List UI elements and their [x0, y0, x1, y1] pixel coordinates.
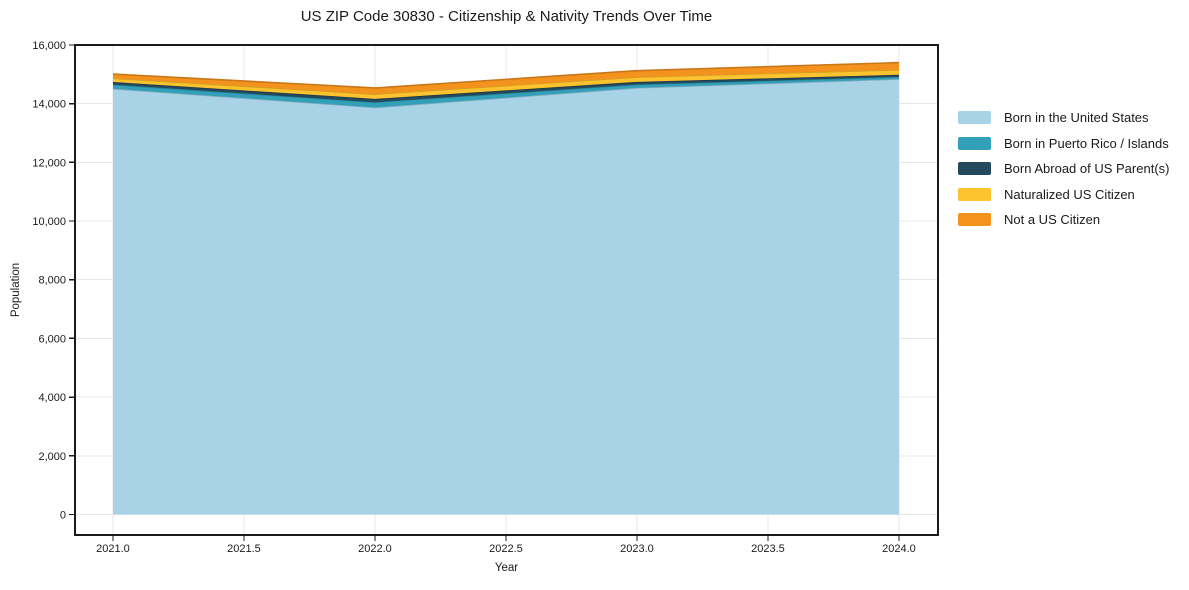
- y-tick-label: 4,000: [38, 392, 66, 404]
- legend-label: Not a US Citizen: [1004, 212, 1101, 227]
- legend-swatch: [958, 136, 991, 150]
- legend-item: Born in Puerto Rico / Islands: [958, 136, 1169, 151]
- y-tick-label: 10,000: [32, 216, 66, 228]
- x-axis-title: Year: [494, 562, 519, 574]
- legend-swatch: [958, 111, 991, 124]
- x-tick-label: 2022.5: [489, 543, 523, 555]
- plot-border: [74, 44, 939, 536]
- chart-title: US ZIP Code 30830 - Citizenship & Nativi…: [300, 8, 713, 25]
- legend-swatch: [958, 213, 991, 226]
- area-series-0: [112, 79, 899, 515]
- area-series-1: [112, 76, 899, 108]
- legend-label: Born Abroad of US Parent(s): [1004, 161, 1170, 176]
- y-tick-label: 16,000: [32, 40, 66, 52]
- legend-swatch: [958, 187, 991, 201]
- y-tick-label: 0: [60, 509, 66, 521]
- legend: Born in the United States Born in Puerto …: [958, 110, 1169, 227]
- legend-item: Born Abroad of US Parent(s): [958, 161, 1169, 176]
- legend-swatch: [958, 162, 991, 175]
- area-top-line-4: [112, 61, 899, 89]
- legend-label: Born in the United States: [1004, 110, 1149, 125]
- y-tick-label: 12,000: [32, 157, 66, 169]
- x-tick-label: 2022.0: [358, 543, 392, 555]
- x-tick-label: 2023.0: [620, 543, 654, 555]
- y-tick-label: 14,000: [32, 99, 66, 111]
- x-tick-label: 2023.5: [751, 543, 785, 555]
- area-series-3: [112, 69, 899, 99]
- x-tick-label: 2021.0: [96, 543, 130, 555]
- legend-item: Born in the United States: [958, 110, 1169, 125]
- legend-label: Naturalized US Citizen: [1004, 186, 1135, 202]
- area-series-4: [112, 62, 899, 95]
- x-tick-label: 2021.5: [227, 543, 261, 555]
- area-top-line-1: [112, 76, 899, 104]
- x-tick-label: 2024.0: [882, 543, 916, 555]
- y-tick-label: 6,000: [38, 333, 66, 345]
- legend-item: Not a US Citizen: [958, 212, 1169, 227]
- y-tick-label: 2,000: [38, 451, 66, 463]
- y-tick-label: 8,000: [38, 275, 66, 287]
- legend-label: Born in Puerto Rico / Islands: [1004, 135, 1169, 151]
- legend-item: Naturalized US Citizen: [958, 187, 1169, 202]
- y-axis-title: Population: [10, 262, 22, 318]
